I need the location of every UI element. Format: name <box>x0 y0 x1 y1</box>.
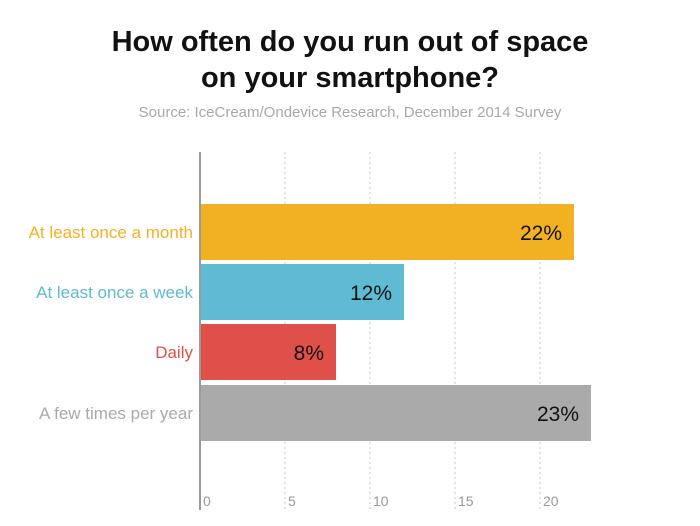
x-tick-label-5: 5 <box>288 493 296 509</box>
bar-value-label-2: 8% <box>294 342 324 365</box>
bar-1 <box>200 264 404 320</box>
category-label-0: At least once a month <box>29 223 193 242</box>
chart-title-line-1: How often do you run out of space <box>111 26 589 58</box>
x-tick-label-10: 10 <box>373 493 389 509</box>
bar-value-label-0: 22% <box>520 222 562 245</box>
category-label-3: A few times per year <box>39 404 193 423</box>
x-tick-label-15: 15 <box>458 493 474 509</box>
chart-title-line-2: on your smartphone? <box>200 62 500 94</box>
chart-source: Source: IceCream/Ondevice Research, Dece… <box>138 104 562 121</box>
x-tick-label-0: 0 <box>203 493 211 509</box>
category-label-2: Daily <box>155 343 193 362</box>
bar-value-label-1: 12% <box>350 282 392 305</box>
category-label-1: At least once a week <box>36 283 193 302</box>
x-tick-label-20: 20 <box>543 493 559 509</box>
bar-value-label-3: 23% <box>537 403 579 426</box>
bar-2 <box>200 324 336 380</box>
chart-title: How often do you run out of space on you… <box>0 24 700 96</box>
bar-0 <box>200 204 574 260</box>
bar-3 <box>200 385 591 441</box>
